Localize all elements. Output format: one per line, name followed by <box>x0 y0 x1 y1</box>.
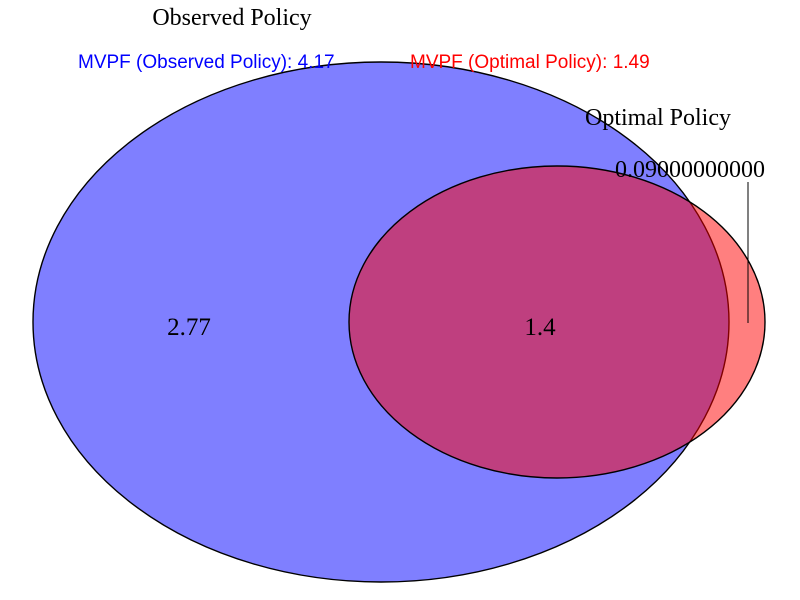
optimal-policy-label: Optimal Policy <box>585 105 731 131</box>
intersection-value: 1.4 <box>524 314 556 341</box>
optimal-only-value: 0.09000000000 <box>615 157 765 183</box>
mvpf-observed-text: MVPF (Observed Policy): 4.17 <box>78 52 335 73</box>
mvpf-optimal-text: MVPF (Optimal Policy): 1.49 <box>410 52 650 73</box>
observed-policy-label: Observed Policy <box>152 5 311 31</box>
observed-only-value: 2.77 <box>167 314 211 341</box>
optimal-policy-ellipse <box>348 165 766 479</box>
